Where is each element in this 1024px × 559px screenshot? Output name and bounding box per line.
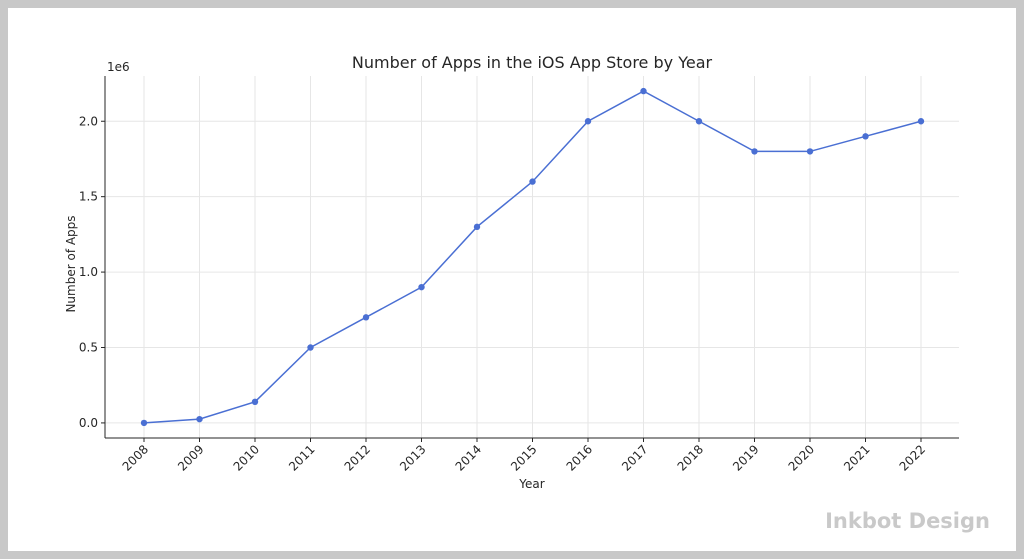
line-chart: 0.0 0.5 1.0 1.5 2.0 2008 2009 2010 2011 2012 2013… bbox=[64, 53, 959, 491]
y-axis-label: Number of Apps bbox=[64, 215, 78, 312]
x-tick-label: 2015 bbox=[508, 442, 539, 473]
x-tick-label: 2021 bbox=[841, 442, 872, 473]
x-tick-label: 2018 bbox=[675, 442, 706, 473]
data-point bbox=[251, 398, 259, 405]
x-ticks: 2008 2009 2010 2011 2012 2013 2014 2015 2016 2017… bbox=[120, 438, 928, 474]
data-point bbox=[695, 118, 703, 125]
data-point bbox=[196, 415, 203, 423]
y-ticks: 0.0 0.5 1.0 1.5 2.0 bbox=[79, 114, 105, 430]
data-point bbox=[806, 148, 814, 155]
x-tick-label: 2008 bbox=[120, 442, 151, 473]
y-tick-label: 2.0 bbox=[79, 114, 98, 128]
data-point bbox=[917, 118, 925, 125]
x-tick-label: 2016 bbox=[564, 442, 595, 473]
y-tick-label: 1.5 bbox=[79, 190, 98, 204]
x-tick-label: 2014 bbox=[453, 442, 484, 473]
x-tick-label: 2013 bbox=[397, 442, 428, 473]
x-tick-label: 2022 bbox=[897, 442, 928, 473]
y-tick-label: 0.5 bbox=[79, 341, 98, 355]
y-tick-label: 0.0 bbox=[79, 416, 98, 430]
data-point bbox=[584, 118, 592, 125]
y-tick-label: 1.0 bbox=[79, 265, 98, 279]
x-tick-label: 2019 bbox=[730, 442, 761, 473]
x-tick-label: 2009 bbox=[175, 442, 206, 473]
x-tick-label: 2010 bbox=[231, 442, 262, 473]
data-point bbox=[307, 344, 314, 351]
grid bbox=[105, 76, 959, 438]
x-tick-label: 2012 bbox=[342, 442, 373, 473]
y-offset-label: 1e6 bbox=[107, 60, 130, 74]
series bbox=[140, 87, 925, 427]
chart-frame: 0.0 0.5 1.0 1.5 2.0 2008 2009 2010 2011 2012 2013… bbox=[8, 8, 1016, 551]
data-point bbox=[418, 283, 425, 291]
x-tick-label: 2020 bbox=[786, 442, 817, 473]
x-tick-label: 2017 bbox=[619, 442, 650, 473]
watermark-logo: Inkbot Design bbox=[825, 509, 990, 533]
data-point bbox=[473, 223, 481, 231]
x-tick-label: 2011 bbox=[286, 442, 317, 473]
data-point bbox=[751, 148, 758, 155]
data-point bbox=[362, 314, 370, 321]
x-axis-label: Year bbox=[518, 477, 544, 491]
data-point bbox=[529, 178, 536, 185]
data-point bbox=[862, 133, 869, 140]
data-point bbox=[140, 419, 148, 427]
chart-title: Number of Apps in the iOS App Store by Y… bbox=[352, 53, 713, 72]
data-point bbox=[640, 87, 647, 95]
